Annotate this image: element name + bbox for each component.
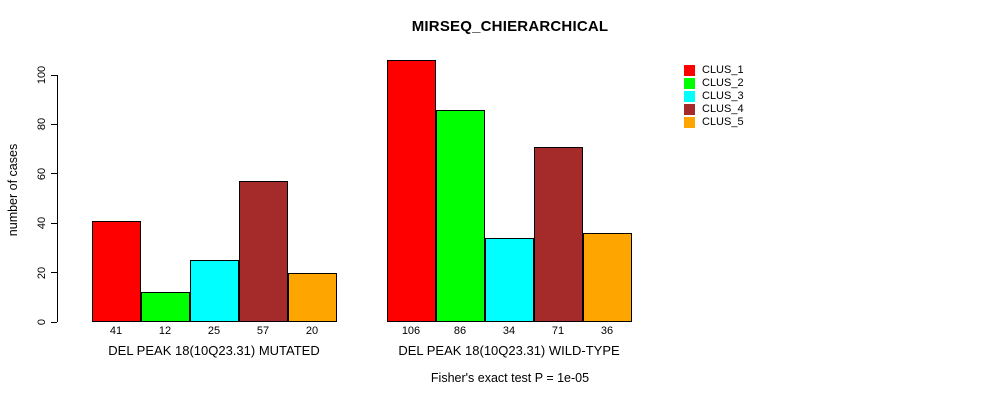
legend-item: CLUS_4 bbox=[684, 103, 744, 116]
bar-clus_5-group1 bbox=[287, 273, 337, 322]
y-axis-tick bbox=[51, 222, 57, 224]
bar-clus_1-group2 bbox=[386, 60, 436, 322]
y-axis-label: number of cases bbox=[6, 143, 20, 237]
bar-clus_1-group1 bbox=[91, 221, 141, 322]
bar-clus_4-group1 bbox=[238, 181, 288, 322]
bar-value-label: 12 bbox=[158, 325, 172, 337]
bar-clus_4-group2 bbox=[533, 147, 583, 322]
y-axis-tick bbox=[51, 173, 57, 175]
legend-swatch-clus_1 bbox=[684, 65, 695, 76]
y-axis-tick bbox=[51, 272, 57, 274]
footnote: Fisher's exact test P = 1e-05 bbox=[430, 371, 590, 385]
legend-swatch-clus_4 bbox=[684, 104, 695, 115]
y-axis-tick-label: 60 bbox=[36, 167, 48, 180]
bar-clus_2-group2 bbox=[435, 110, 485, 322]
legend-swatch-clus_3 bbox=[684, 91, 695, 102]
bar-value-label: 71 bbox=[551, 325, 565, 337]
bar-value-label: 20 bbox=[305, 325, 319, 337]
legend-item: CLUS_1 bbox=[684, 64, 744, 77]
bar-value-label: 86 bbox=[453, 325, 467, 337]
legend-swatch-clus_2 bbox=[684, 78, 695, 89]
y-axis-tick bbox=[51, 321, 57, 323]
y-axis-tick-label: 80 bbox=[36, 118, 48, 131]
legend-label: CLUS_4 bbox=[702, 103, 744, 115]
bar-clus_2-group1 bbox=[140, 292, 190, 322]
legend-item: CLUS_3 bbox=[684, 90, 744, 103]
bar-value-label: 106 bbox=[401, 325, 421, 337]
y-axis-line bbox=[57, 75, 58, 322]
y-axis-tick bbox=[51, 123, 57, 125]
bar-clus_5-group2 bbox=[582, 233, 632, 322]
y-axis-tick-label: 20 bbox=[36, 266, 48, 279]
y-axis-tick-label: 40 bbox=[36, 217, 48, 230]
legend-label: CLUS_1 bbox=[702, 64, 744, 76]
bar-clus_3-group1 bbox=[189, 260, 239, 322]
legend-label: CLUS_3 bbox=[702, 90, 744, 102]
legend-swatch-clus_5 bbox=[684, 117, 695, 128]
bar-clus_3-group2 bbox=[484, 238, 534, 322]
legend-item: CLUS_2 bbox=[684, 77, 744, 90]
y-axis-tick-label: 0 bbox=[36, 318, 48, 326]
bar-value-label: 57 bbox=[256, 325, 270, 337]
y-axis-tick-label: 100 bbox=[36, 65, 48, 85]
bar-value-label: 25 bbox=[207, 325, 221, 337]
bar-value-label: 36 bbox=[600, 325, 614, 337]
x-axis-group-label: DEL PEAK 18(10Q23.31) WILD-TYPE bbox=[398, 343, 620, 358]
legend-item: CLUS_5 bbox=[684, 116, 744, 129]
y-axis-tick bbox=[51, 74, 57, 76]
bar-value-label: 34 bbox=[502, 325, 516, 337]
bar-value-label: 41 bbox=[109, 325, 123, 337]
chart-title: MIRSEQ_CHIERARCHICAL bbox=[411, 18, 609, 35]
legend-label: CLUS_2 bbox=[702, 77, 744, 89]
x-axis-group-label: DEL PEAK 18(10Q23.31) MUTATED bbox=[108, 343, 320, 358]
legend-label: CLUS_5 bbox=[702, 116, 744, 128]
